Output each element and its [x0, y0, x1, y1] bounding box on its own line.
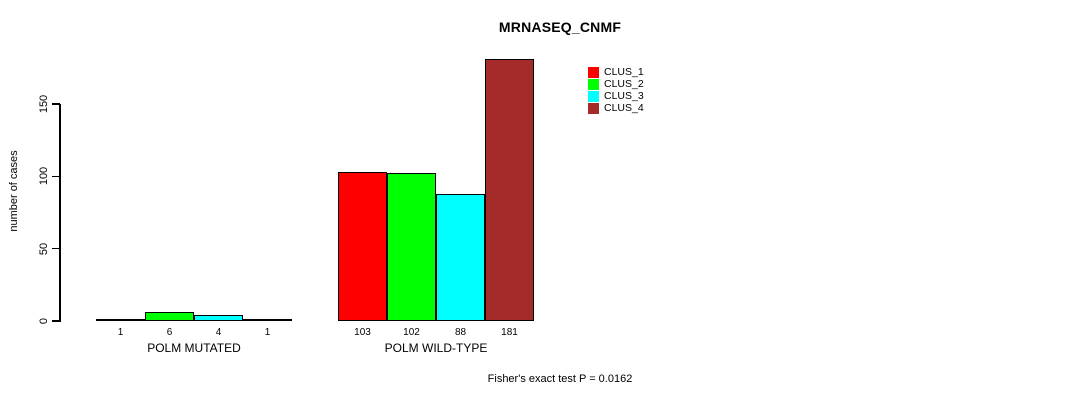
y-tick-label: 100 — [38, 167, 50, 186]
legend-swatch-clus_1 — [588, 66, 599, 78]
legend-label: CLUS_4 — [604, 102, 644, 114]
y-axis-line — [59, 103, 61, 322]
y-tick-label: 150 — [38, 94, 50, 114]
bar-value-label: 1 — [264, 327, 271, 338]
bar-clus_3-polm-wild-type — [436, 194, 485, 321]
y-tick-label: 0 — [38, 317, 50, 325]
bar-clus_3-polm-mutated — [194, 315, 243, 321]
legend-row-clus_3: CLUS_3 — [588, 90, 644, 102]
bar-clus_1-polm-mutated — [96, 319, 145, 321]
bar-value-label: 88 — [454, 327, 467, 338]
chart-title: MRNASEQ_CNMF — [498, 19, 622, 35]
y-tick — [52, 247, 60, 250]
bar-value-label: 1 — [117, 327, 124, 338]
group-label: POLM WILD-TYPE — [384, 341, 488, 355]
bar-clus_4-polm-mutated — [243, 319, 292, 321]
legend-label: CLUS_1 — [604, 66, 644, 78]
y-tick — [52, 320, 60, 322]
bar-value-label: 4 — [215, 327, 222, 338]
legend-swatch-clus_4 — [588, 102, 599, 114]
y-tick — [52, 175, 60, 178]
bar-value-label: 102 — [403, 327, 420, 338]
bar-clus_4-polm-wild-type — [485, 59, 534, 321]
bar-value-label: 181 — [501, 327, 518, 338]
legend-swatch-clus_2 — [588, 78, 599, 90]
bar-clus_2-polm-wild-type — [387, 173, 436, 321]
legend-label: CLUS_3 — [604, 90, 644, 102]
y-axis-label: number of cases — [8, 150, 20, 232]
group-label: POLM MUTATED — [147, 341, 241, 355]
bar-value-label: 103 — [354, 327, 371, 338]
y-tick-label: 50 — [38, 242, 50, 255]
bar-value-label: 6 — [166, 327, 173, 338]
legend-label: CLUS_2 — [604, 78, 644, 90]
y-tick — [52, 103, 60, 105]
bar-clus_2-polm-mutated — [145, 312, 194, 321]
legend-row-clus_1: CLUS_1 — [588, 66, 644, 78]
legend-swatch-clus_3 — [588, 90, 599, 102]
legend-row-clus_4: CLUS_4 — [588, 102, 644, 114]
bar-clus_1-polm-wild-type — [338, 172, 387, 321]
legend: CLUS_1 CLUS_2 CLUS_3 CLUS_4 — [588, 66, 644, 114]
footnote-pvalue: Fisher's exact test P = 0.0162 — [487, 373, 633, 385]
legend-row-clus_2: CLUS_2 — [588, 78, 644, 90]
